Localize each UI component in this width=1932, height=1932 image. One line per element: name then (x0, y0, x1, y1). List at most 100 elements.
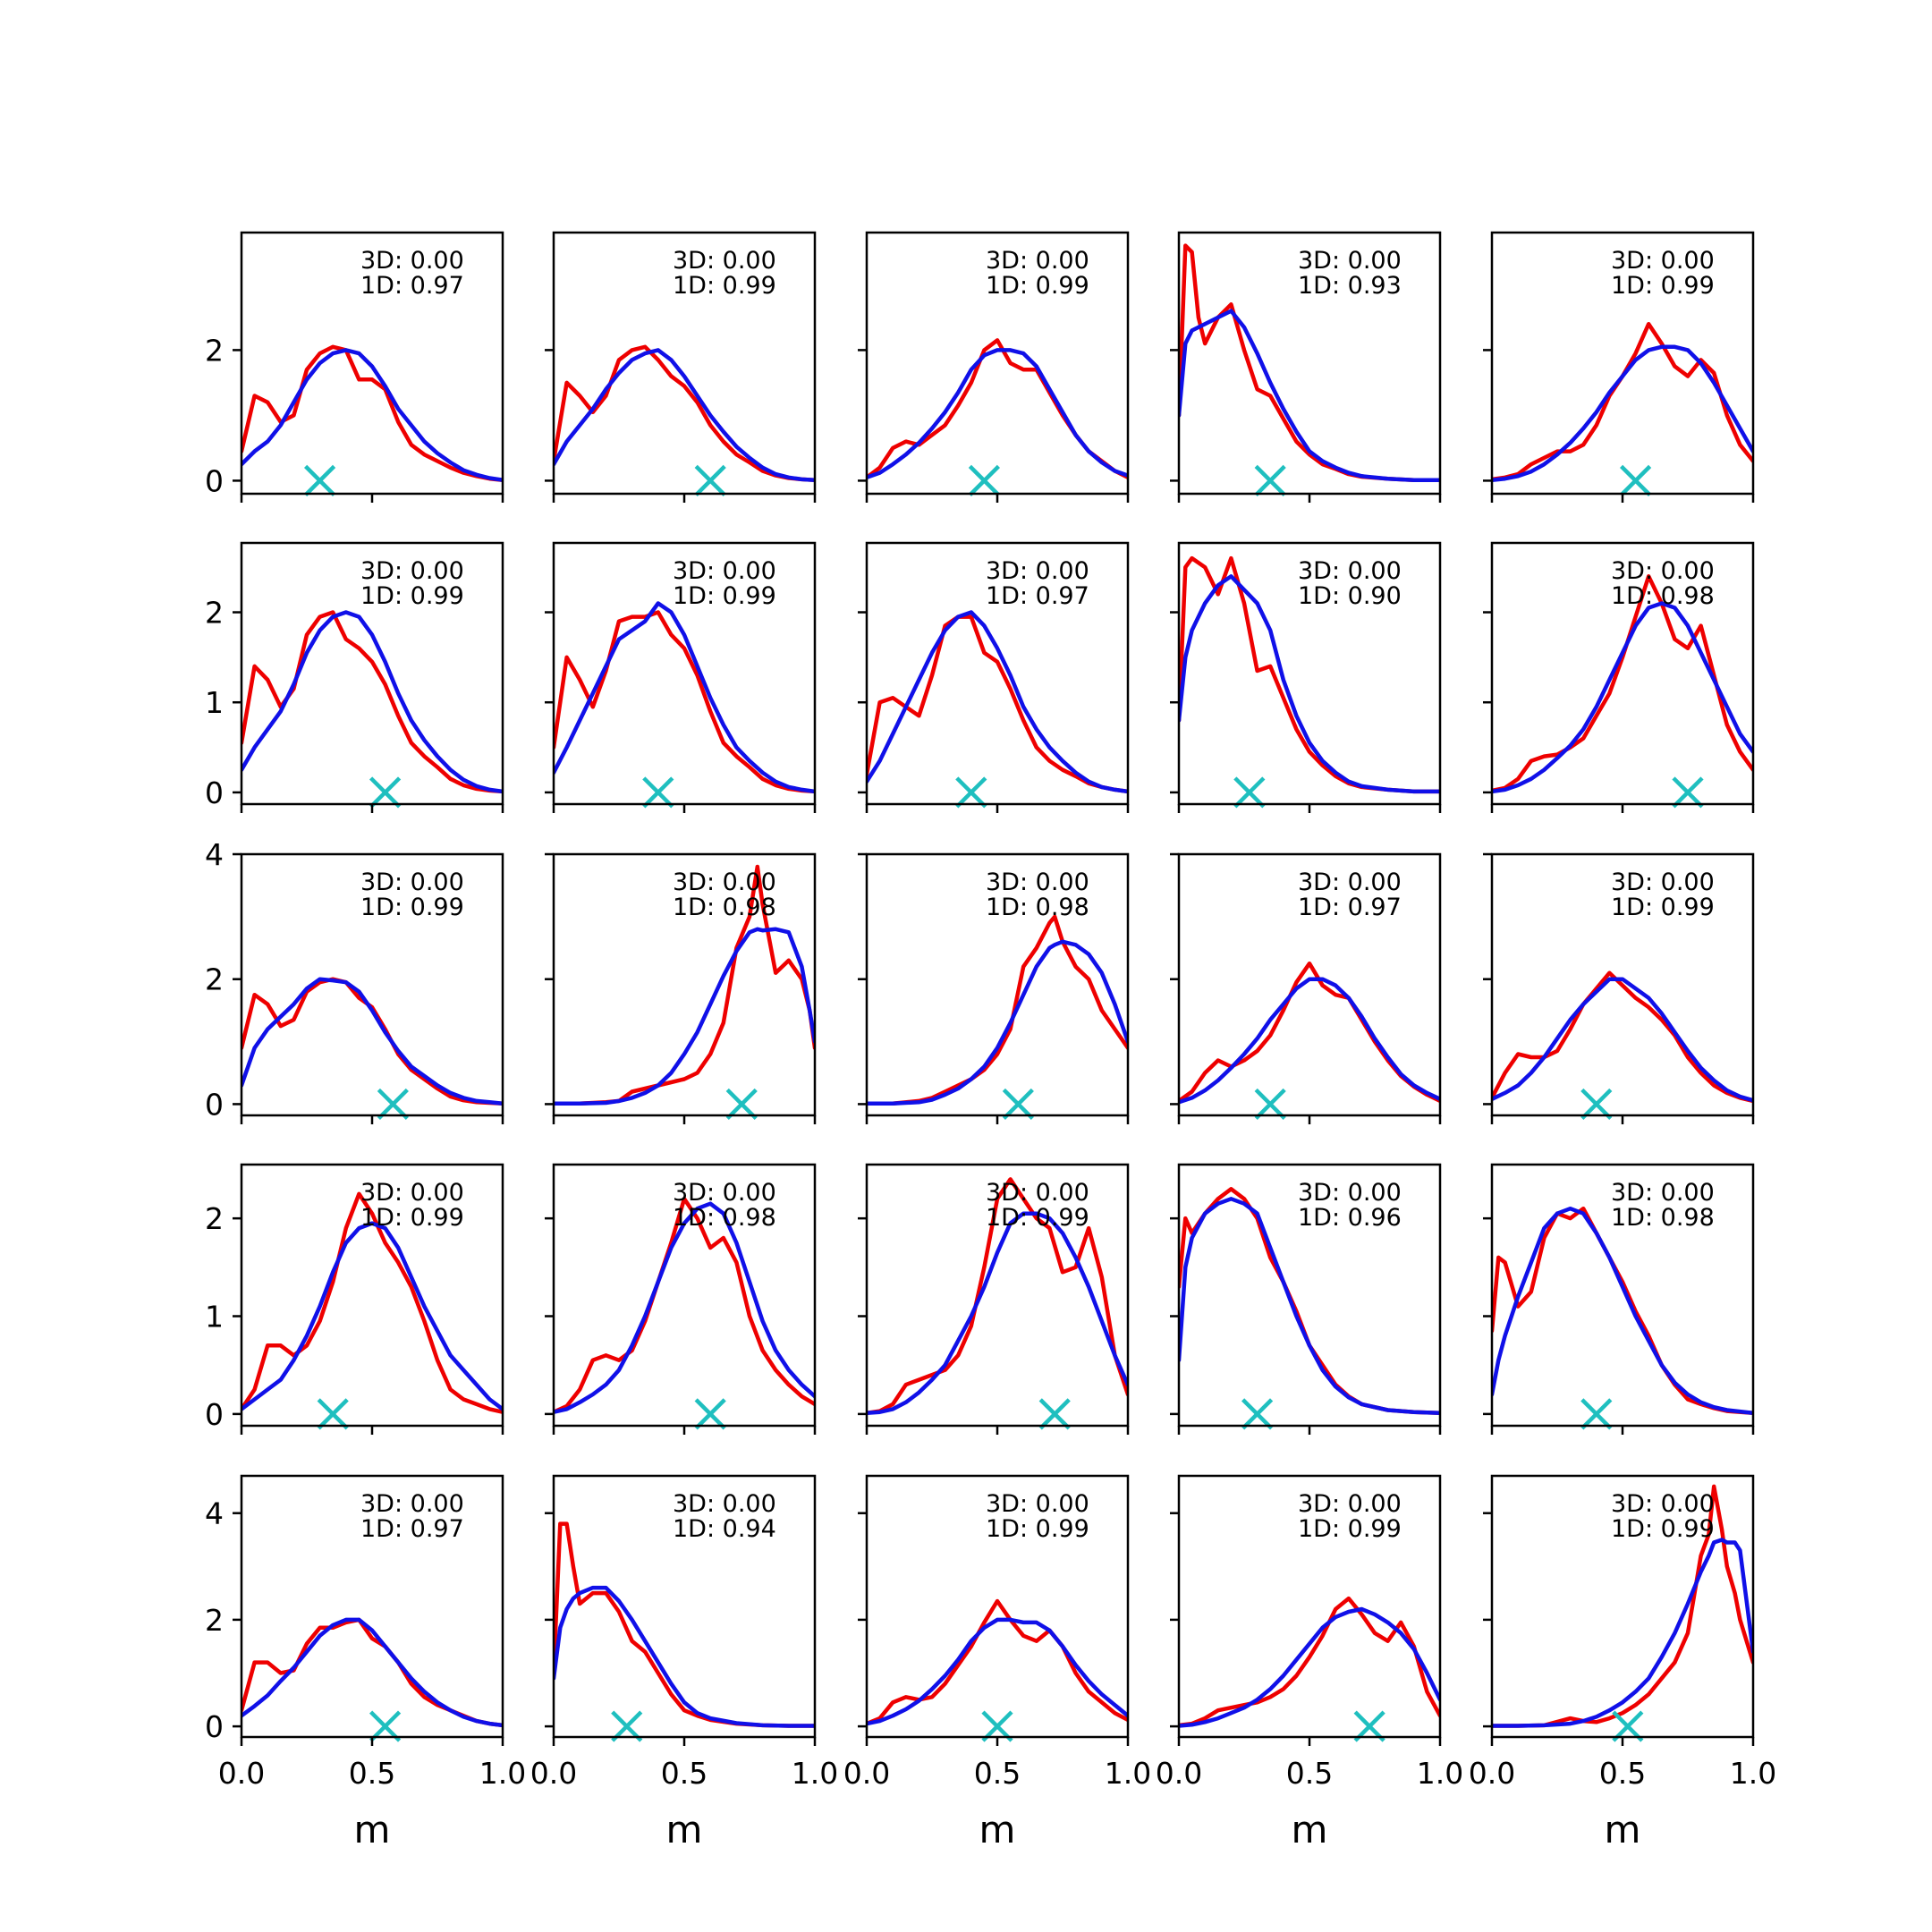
red-series-line (867, 1177, 1128, 1416)
blue-series-line (867, 1617, 1128, 1726)
red-series-line (867, 1598, 1128, 1726)
red-series-line (554, 610, 815, 794)
annotation-3d: 3D: 0.00 (1611, 1490, 1715, 1518)
plot-area (1492, 574, 1753, 794)
blue-series-line (867, 1211, 1128, 1416)
x-axis-label: m (1292, 1808, 1328, 1852)
plot-area (867, 1598, 1128, 1726)
annotation-1d: 1D: 0.98 (1611, 582, 1715, 610)
y-tick-label: 0 (205, 463, 224, 498)
x-marker (369, 1710, 402, 1742)
red-series-line (867, 914, 1128, 1106)
x-marker (1241, 1398, 1274, 1430)
annotation-1d: 1D: 0.99 (673, 582, 776, 610)
x-tick-label: 0.5 (349, 1756, 395, 1791)
x-tick-label: 1.0 (1105, 1756, 1151, 1791)
red-series-line (1492, 321, 1753, 482)
annotation-1d: 1D: 0.99 (986, 1204, 1089, 1232)
blue-series-line (1492, 601, 1753, 794)
annotation-1d: 1D: 0.93 (1298, 272, 1402, 300)
annotation-1d: 1D: 0.99 (673, 272, 776, 300)
annotation-3d: 3D: 0.00 (986, 1179, 1089, 1207)
x-axis-label: m (666, 1808, 703, 1852)
annotation-1d: 1D: 0.97 (360, 272, 464, 300)
annotation-3d: 3D: 0.00 (360, 557, 464, 585)
blue-series-line (867, 348, 1128, 480)
x-tick-label: 0.0 (530, 1756, 577, 1791)
y-tick-label: 0 (205, 1397, 224, 1432)
x-marker (1580, 1398, 1613, 1430)
plot-area (554, 601, 815, 794)
plot-area (1179, 1187, 1440, 1416)
annotation-1d: 1D: 0.96 (1298, 1204, 1402, 1232)
annotation-3d: 3D: 0.00 (1298, 869, 1402, 896)
x-marker (611, 1710, 643, 1742)
x-tick-label: 1.0 (792, 1756, 838, 1791)
y-tick-label: 0 (205, 1709, 224, 1744)
blue-series-line (1492, 1206, 1753, 1416)
blue-series-line (867, 610, 1128, 794)
annotation-1d: 1D: 0.99 (360, 1204, 464, 1232)
x-tick-label: 0.5 (1286, 1756, 1333, 1791)
blue-series-line (1179, 1606, 1440, 1728)
x-tick-label: 0.0 (843, 1756, 890, 1791)
y-tick-label: 1 (205, 685, 224, 720)
annotation-3d: 3D: 0.00 (1298, 247, 1402, 275)
y-tick-label: 4 (205, 1496, 224, 1531)
red-series-line (242, 1191, 503, 1414)
plot-area (867, 914, 1128, 1106)
annotation-3d: 3D: 0.00 (1298, 1179, 1402, 1207)
blue-series-line (554, 601, 815, 794)
blue-series-line (242, 1617, 503, 1728)
x-marker (369, 776, 402, 809)
red-series-line (1179, 1596, 1440, 1728)
plot-area (554, 864, 815, 1106)
x-marker (1038, 1398, 1071, 1430)
x-tick-label: 1.0 (1730, 1756, 1776, 1791)
blue-series-line (1179, 977, 1440, 1105)
annotation-1d: 1D: 0.90 (1298, 582, 1402, 610)
x-marker (377, 1088, 409, 1121)
red-series-line (554, 1521, 815, 1728)
blue-series-line (1492, 344, 1753, 482)
annotation-1d: 1D: 0.99 (1298, 1515, 1402, 1543)
annotation-3d: 3D: 0.00 (1298, 1490, 1402, 1518)
x-axis-label: m (1605, 1808, 1641, 1852)
blue-series-line (554, 1585, 815, 1728)
x-marker (1254, 464, 1286, 496)
x-tick-label: 0.5 (661, 1756, 708, 1791)
x-marker (1612, 1710, 1644, 1742)
annotation-1d: 1D: 0.98 (673, 1204, 776, 1232)
x-marker (1002, 1088, 1034, 1121)
annotation-1d: 1D: 0.94 (673, 1515, 776, 1543)
x-marker (1672, 776, 1704, 809)
annotation-1d: 1D: 0.99 (1611, 1515, 1715, 1543)
blue-series-line (554, 348, 815, 482)
plot-area (1492, 1206, 1753, 1416)
annotation-1d: 1D: 0.99 (1611, 272, 1715, 300)
y-tick-label: 2 (205, 1201, 224, 1236)
x-tick-label: 0.5 (974, 1756, 1021, 1791)
x-tick-label: 0.0 (1469, 1756, 1515, 1791)
red-series-line (1492, 970, 1753, 1104)
blue-series-line (1179, 309, 1440, 482)
plot-area (554, 344, 815, 482)
annotation-3d: 3D: 0.00 (673, 1490, 776, 1518)
blue-series-line (1492, 977, 1753, 1103)
red-series-line (242, 1617, 503, 1728)
blue-series-line (1179, 574, 1440, 794)
